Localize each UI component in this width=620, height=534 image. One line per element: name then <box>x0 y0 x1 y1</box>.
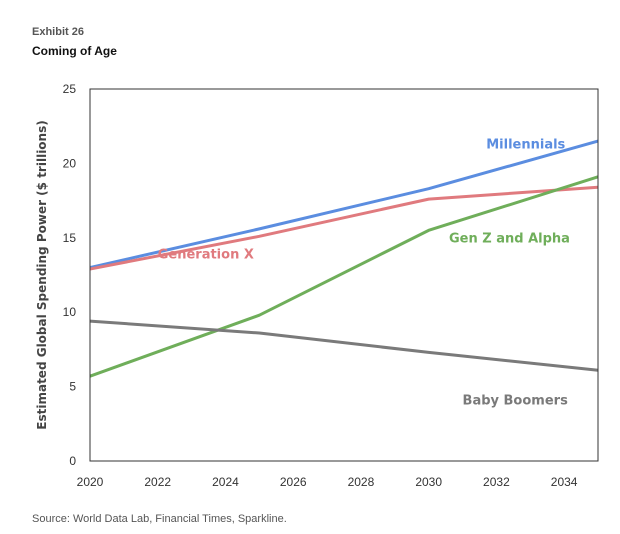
x-tick-label: 2034 <box>551 475 578 489</box>
x-tick-label: 2024 <box>212 475 239 489</box>
source-note: Source: World Data Lab, Financial Times,… <box>32 513 287 525</box>
series-label-baby-boomers: Baby Boomers <box>463 393 569 408</box>
series-label-gen-z-and-alpha: Gen Z and Alpha <box>449 231 570 246</box>
x-tick-label: 2030 <box>415 475 442 489</box>
x-tick-label: 2020 <box>77 475 104 489</box>
y-tick-label: 25 <box>63 82 77 96</box>
exhibit-number: Exhibit 26 <box>32 26 84 38</box>
y-tick-label: 0 <box>69 454 76 468</box>
x-tick-label: 2028 <box>348 475 375 489</box>
x-tick-label: 2026 <box>280 475 307 489</box>
series-labels: Millennials Generation X Gen Z and Alpha Ba… <box>158 138 570 409</box>
y-tick-label: 5 <box>69 380 76 394</box>
y-axis-ticks: 0 5 10 15 20 25 <box>63 82 77 468</box>
series-label-generation-x: Generation X <box>158 248 254 263</box>
chart-title: Coming of Age <box>32 44 117 58</box>
series-lines <box>89 139 599 378</box>
series-line-baby-boomers <box>89 319 599 372</box>
x-axis-ticks: 2020 2022 2024 2026 2028 2030 2032 2034 <box>77 475 578 489</box>
y-tick-label: 15 <box>63 231 77 245</box>
y-tick-label: 10 <box>63 305 77 319</box>
series-line-millennials <box>89 139 599 270</box>
plot-area-frame <box>89 88 599 462</box>
series-line-gen-z-and-alpha <box>89 175 599 378</box>
series-label-millennials: Millennials <box>486 138 565 153</box>
x-tick-label: 2022 <box>144 475 171 489</box>
x-tick-label: 2032 <box>483 475 510 489</box>
series-line-generation-x <box>89 185 599 271</box>
y-axis-label: Estimated Global Spending Power ($ trill… <box>35 120 49 429</box>
y-tick-label: 20 <box>63 156 77 170</box>
